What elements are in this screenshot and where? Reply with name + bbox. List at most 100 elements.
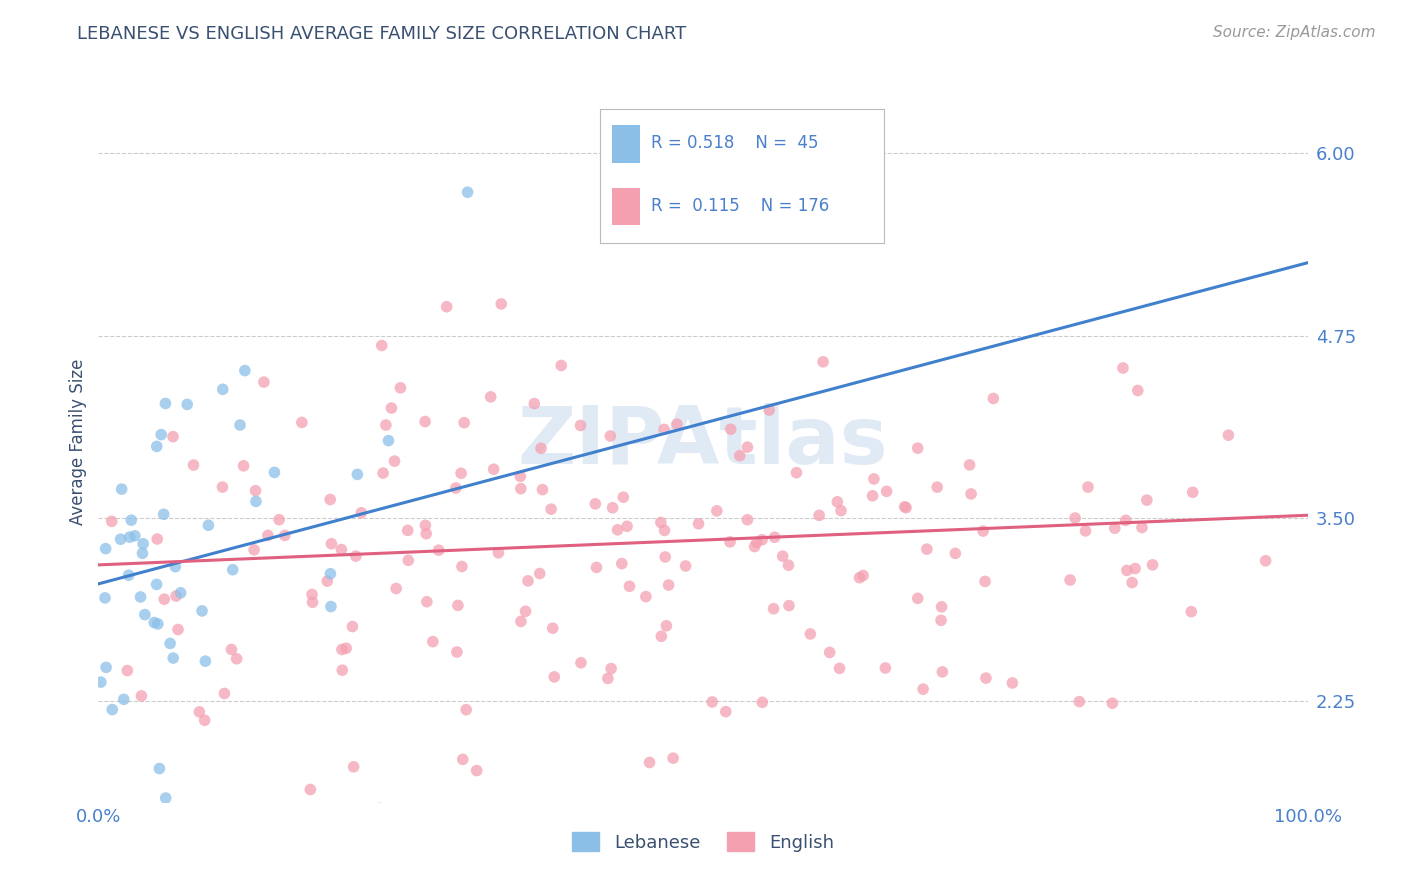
Point bbox=[650, 516, 672, 530]
Point bbox=[531, 483, 554, 497]
Point bbox=[162, 651, 184, 665]
Point bbox=[301, 595, 323, 609]
Point bbox=[263, 466, 285, 480]
Point bbox=[541, 621, 564, 635]
Point bbox=[737, 440, 759, 454]
Point bbox=[169, 586, 191, 600]
Point bbox=[1254, 554, 1277, 568]
Point bbox=[488, 546, 510, 560]
Point bbox=[1112, 361, 1135, 376]
Point bbox=[243, 542, 266, 557]
Point bbox=[274, 528, 297, 542]
Point bbox=[1069, 695, 1091, 709]
Legend: Lebanese, English: Lebanese, English bbox=[565, 825, 841, 859]
Point bbox=[720, 422, 742, 436]
Text: Source: ZipAtlas.com: Source: ZipAtlas.com bbox=[1212, 25, 1375, 40]
Point bbox=[377, 434, 399, 448]
Point bbox=[159, 636, 181, 650]
Point bbox=[165, 559, 187, 574]
Point bbox=[612, 490, 634, 504]
Point bbox=[744, 540, 766, 554]
Point bbox=[634, 590, 657, 604]
Point bbox=[446, 645, 468, 659]
Point bbox=[131, 546, 153, 560]
Point bbox=[1218, 428, 1240, 442]
Point bbox=[335, 641, 357, 656]
Point bbox=[1180, 605, 1202, 619]
Point bbox=[427, 543, 450, 558]
Point bbox=[343, 760, 366, 774]
Point bbox=[194, 654, 217, 668]
Point bbox=[638, 756, 661, 770]
Text: ZIPAtlas: ZIPAtlas bbox=[517, 402, 889, 481]
Point bbox=[523, 396, 546, 410]
Point bbox=[830, 503, 852, 517]
Point bbox=[319, 492, 342, 507]
Point bbox=[943, 546, 966, 560]
Point bbox=[384, 454, 406, 468]
Point bbox=[619, 579, 641, 593]
Point bbox=[479, 390, 502, 404]
Point bbox=[319, 599, 342, 614]
Point bbox=[1001, 676, 1024, 690]
Point bbox=[330, 542, 353, 557]
Point bbox=[907, 441, 929, 455]
Point bbox=[269, 513, 291, 527]
Point bbox=[346, 467, 368, 482]
Point bbox=[1074, 524, 1097, 538]
Point bbox=[688, 516, 710, 531]
Point bbox=[658, 578, 681, 592]
Point bbox=[229, 417, 252, 432]
Point bbox=[530, 442, 553, 456]
Point bbox=[706, 504, 728, 518]
Point bbox=[737, 513, 759, 527]
Point bbox=[751, 695, 773, 709]
Point bbox=[929, 613, 952, 627]
Point bbox=[396, 553, 419, 567]
Point bbox=[112, 692, 135, 706]
Point bbox=[152, 508, 174, 522]
Point bbox=[509, 482, 531, 496]
Point bbox=[165, 589, 187, 603]
Point bbox=[799, 627, 821, 641]
Point bbox=[145, 577, 167, 591]
Point bbox=[550, 359, 572, 373]
Point bbox=[960, 487, 983, 501]
Point bbox=[118, 568, 141, 582]
Point bbox=[811, 355, 834, 369]
Point bbox=[852, 568, 875, 582]
Point bbox=[211, 480, 233, 494]
Point bbox=[197, 518, 219, 533]
Point bbox=[155, 791, 177, 805]
Point bbox=[972, 524, 994, 538]
Point bbox=[148, 762, 170, 776]
Point bbox=[132, 820, 155, 834]
Point bbox=[828, 661, 851, 675]
Point bbox=[893, 500, 915, 514]
Point bbox=[583, 497, 606, 511]
Point bbox=[650, 629, 672, 643]
Point bbox=[931, 599, 953, 614]
Point bbox=[94, 591, 117, 605]
Point bbox=[167, 623, 190, 637]
Y-axis label: Average Family Size: Average Family Size bbox=[69, 359, 87, 524]
Point bbox=[110, 533, 132, 547]
Point bbox=[718, 534, 741, 549]
Point bbox=[245, 483, 267, 498]
Point bbox=[596, 672, 619, 686]
Point bbox=[1130, 520, 1153, 534]
Point bbox=[907, 591, 929, 606]
Point bbox=[100, 514, 122, 528]
Point bbox=[1064, 511, 1087, 525]
Point bbox=[342, 619, 364, 633]
Point bbox=[974, 574, 997, 589]
Point bbox=[543, 670, 565, 684]
Point bbox=[422, 634, 444, 648]
Point bbox=[600, 662, 623, 676]
Point bbox=[145, 439, 167, 453]
Point bbox=[232, 458, 254, 473]
Point bbox=[134, 607, 156, 622]
Point bbox=[599, 429, 621, 443]
Point bbox=[415, 526, 437, 541]
Point bbox=[1115, 563, 1137, 577]
